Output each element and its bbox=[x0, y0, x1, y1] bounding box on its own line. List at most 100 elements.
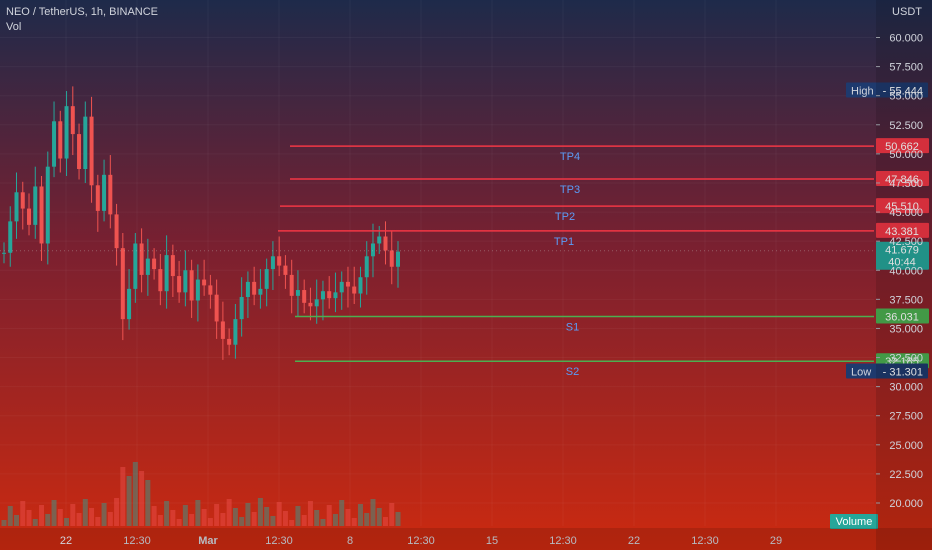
level-price-tag bbox=[876, 308, 929, 324]
volume-bar bbox=[214, 504, 220, 526]
current-price-value: 41.679 bbox=[885, 245, 919, 257]
volume-bar bbox=[151, 506, 157, 526]
y-tick-label: 57.500 bbox=[889, 62, 923, 74]
volume-bar bbox=[389, 503, 395, 526]
x-tick-label: 12:30 bbox=[549, 535, 577, 547]
candle-body bbox=[183, 270, 188, 293]
candle-body bbox=[302, 290, 307, 303]
volume-bar bbox=[20, 501, 26, 526]
countdown-value: 40:44 bbox=[888, 257, 916, 269]
time-axis: 12:30 Mar 12:30 8 12:30 15 12:30 22 12:30 29 22 bbox=[0, 528, 932, 550]
x-tick-label: 22 bbox=[628, 535, 640, 547]
candle-body bbox=[383, 236, 388, 251]
current-price-tag bbox=[876, 241, 929, 270]
high-tag-label: High bbox=[851, 86, 874, 98]
y-tick-label: 22.500 bbox=[889, 469, 923, 481]
x-tick-label: 12:30 bbox=[407, 535, 435, 547]
volume-bar bbox=[170, 510, 176, 526]
volume-bar bbox=[232, 508, 238, 526]
price-axis: 20.000 22.500 25.000 27.500 30.000 32.500 35.0… bbox=[876, 0, 932, 550]
y-tick-label: 50.000 bbox=[889, 149, 923, 161]
candle-body bbox=[364, 256, 369, 278]
volume-bars bbox=[1, 462, 401, 526]
volume-bar bbox=[132, 462, 138, 526]
candle-body bbox=[89, 116, 94, 186]
volume-bar bbox=[264, 507, 270, 526]
candle-body bbox=[120, 248, 125, 320]
candle-body bbox=[108, 174, 113, 215]
volume-bar bbox=[76, 513, 82, 526]
volume-bar bbox=[226, 499, 232, 526]
x-tick-label: 12:30 bbox=[123, 535, 151, 547]
y-tick-label: 37.500 bbox=[889, 294, 923, 306]
volume-bar bbox=[64, 518, 70, 526]
candle-body bbox=[189, 270, 194, 301]
candle-body bbox=[139, 243, 144, 275]
volume-bar bbox=[176, 519, 182, 526]
y-tick-label: 32.500 bbox=[889, 353, 923, 365]
volume-bar bbox=[314, 510, 320, 526]
x-tick-label: 29 bbox=[770, 535, 782, 547]
volume-bar bbox=[270, 516, 276, 526]
volume-bar bbox=[320, 519, 326, 526]
y-tick-label: 52.500 bbox=[889, 120, 923, 132]
level-lines: TP4 50.662 TP3 47.846 TP2 45.510 TP1 43.381 S1 36… bbox=[278, 82, 929, 529]
candle-body bbox=[77, 134, 82, 170]
volume-bar bbox=[82, 499, 88, 526]
volume-bar bbox=[357, 504, 363, 526]
level-price-value: 50.662 bbox=[885, 141, 919, 153]
volume-tag bbox=[830, 514, 878, 529]
candle-body bbox=[264, 269, 269, 289]
volume-bar bbox=[201, 509, 207, 526]
candle-body bbox=[377, 236, 382, 244]
volume-bar bbox=[182, 505, 188, 526]
volume-bar bbox=[32, 519, 38, 526]
candle-body bbox=[164, 255, 169, 292]
level-price-value: 45.510 bbox=[885, 201, 919, 213]
vol-indicator-label[interactable]: Vol bbox=[6, 21, 22, 33]
low-tag-label: Low bbox=[851, 366, 871, 378]
volume-bar bbox=[395, 512, 401, 526]
level-price-tag bbox=[876, 222, 929, 238]
candle-body bbox=[370, 243, 375, 257]
volume-bar bbox=[332, 514, 338, 526]
candle-body bbox=[220, 321, 225, 339]
x-tick-label: 12:30 bbox=[265, 535, 293, 547]
volume-bar bbox=[45, 514, 51, 526]
candle-body bbox=[39, 186, 44, 244]
volume-bar bbox=[282, 511, 288, 526]
candle-body bbox=[170, 255, 175, 277]
volume-bar bbox=[326, 505, 332, 526]
level-price-tag bbox=[876, 170, 929, 186]
volume-bar bbox=[307, 501, 313, 526]
volume-bar bbox=[39, 505, 45, 526]
volume-bar bbox=[245, 503, 251, 526]
candle-body bbox=[227, 338, 232, 345]
candle-body bbox=[333, 292, 338, 299]
y-tick-label: 55.000 bbox=[889, 91, 923, 103]
volume-bar bbox=[345, 509, 351, 526]
volume-bar bbox=[295, 506, 301, 526]
candle-body bbox=[239, 297, 244, 320]
candle-body bbox=[70, 106, 75, 135]
volume-tag-label: Volume bbox=[836, 516, 873, 528]
candle-body bbox=[27, 208, 32, 225]
candle-body bbox=[145, 258, 150, 275]
candle-body bbox=[64, 106, 69, 159]
y-tick-label: 25.000 bbox=[889, 440, 923, 452]
candle-body bbox=[95, 185, 100, 211]
volume-bar bbox=[195, 500, 201, 526]
symbol-title[interactable]: NEO / TetherUS, 1h, BINANCE bbox=[6, 6, 159, 18]
x-tick-label: 12:30 bbox=[691, 535, 719, 547]
candles bbox=[0, 86, 874, 360]
level-label-s1: S1 bbox=[566, 321, 579, 333]
x-tick-label: 22 bbox=[60, 535, 72, 547]
candle-body bbox=[33, 186, 38, 225]
candle-body bbox=[389, 250, 394, 267]
candle-body bbox=[277, 256, 282, 266]
volume-bar bbox=[376, 508, 382, 526]
volume-bar bbox=[370, 499, 376, 526]
x-tick-label: 8 bbox=[347, 535, 353, 547]
volume-bar bbox=[7, 506, 13, 526]
